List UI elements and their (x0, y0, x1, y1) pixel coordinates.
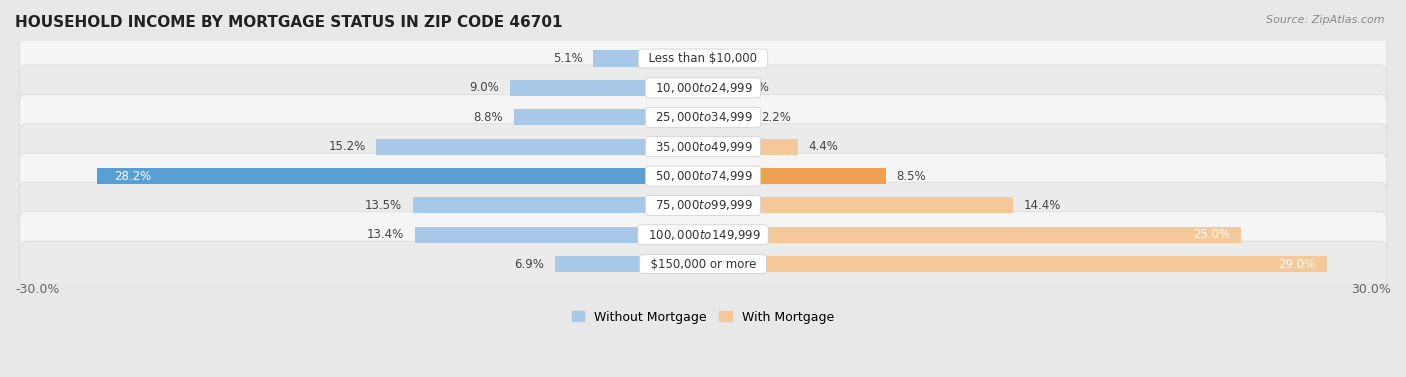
Bar (703, 227, 1240, 243)
Text: 13.4%: 13.4% (367, 228, 404, 241)
Bar (513, 109, 703, 125)
Text: 13.5%: 13.5% (366, 199, 402, 212)
Text: 4.4%: 4.4% (808, 140, 838, 153)
Bar (703, 168, 886, 184)
FancyBboxPatch shape (20, 124, 1386, 170)
Text: $75,000 to $99,999: $75,000 to $99,999 (648, 198, 758, 212)
Bar (703, 109, 751, 125)
Bar (509, 80, 703, 96)
Bar (413, 197, 703, 213)
Bar (703, 256, 1326, 272)
FancyBboxPatch shape (20, 94, 1386, 140)
Text: 25.0%: 25.0% (1192, 228, 1230, 241)
Bar (377, 139, 703, 155)
Text: $10,000 to $24,999: $10,000 to $24,999 (648, 81, 758, 95)
Bar (593, 51, 703, 67)
Text: 8.8%: 8.8% (474, 111, 503, 124)
Text: $25,000 to $34,999: $25,000 to $34,999 (648, 110, 758, 124)
Text: 2.2%: 2.2% (761, 111, 792, 124)
Text: 28.2%: 28.2% (114, 170, 152, 182)
Legend: Without Mortgage, With Mortgage: Without Mortgage, With Mortgage (567, 305, 839, 328)
Text: $50,000 to $74,999: $50,000 to $74,999 (648, 169, 758, 183)
Bar (554, 256, 703, 272)
FancyBboxPatch shape (20, 212, 1386, 257)
Text: 6.9%: 6.9% (515, 257, 544, 271)
FancyBboxPatch shape (20, 153, 1386, 199)
Bar (703, 197, 1012, 213)
Text: 30.0%: 30.0% (1351, 283, 1391, 296)
Text: 1.2%: 1.2% (740, 81, 769, 94)
FancyBboxPatch shape (20, 241, 1386, 287)
Text: Source: ZipAtlas.com: Source: ZipAtlas.com (1267, 15, 1385, 25)
Text: $150,000 or more: $150,000 or more (643, 257, 763, 271)
Text: HOUSEHOLD INCOME BY MORTGAGE STATUS IN ZIP CODE 46701: HOUSEHOLD INCOME BY MORTGAGE STATUS IN Z… (15, 15, 562, 30)
Bar (703, 51, 717, 67)
Text: -30.0%: -30.0% (15, 283, 59, 296)
Bar (703, 139, 797, 155)
FancyBboxPatch shape (20, 65, 1386, 111)
Text: 9.0%: 9.0% (470, 81, 499, 94)
Text: 8.5%: 8.5% (897, 170, 927, 182)
Bar (97, 168, 703, 184)
Bar (703, 80, 728, 96)
Text: $100,000 to $149,999: $100,000 to $149,999 (641, 228, 765, 242)
FancyBboxPatch shape (20, 182, 1386, 228)
Text: 15.2%: 15.2% (328, 140, 366, 153)
Text: $35,000 to $49,999: $35,000 to $49,999 (648, 139, 758, 154)
Bar (415, 227, 703, 243)
Text: 5.1%: 5.1% (553, 52, 582, 65)
Text: 29.0%: 29.0% (1278, 257, 1316, 271)
FancyBboxPatch shape (20, 35, 1386, 81)
Text: 0.66%: 0.66% (728, 52, 765, 65)
Text: 14.4%: 14.4% (1024, 199, 1060, 212)
Text: Less than $10,000: Less than $10,000 (641, 52, 765, 65)
